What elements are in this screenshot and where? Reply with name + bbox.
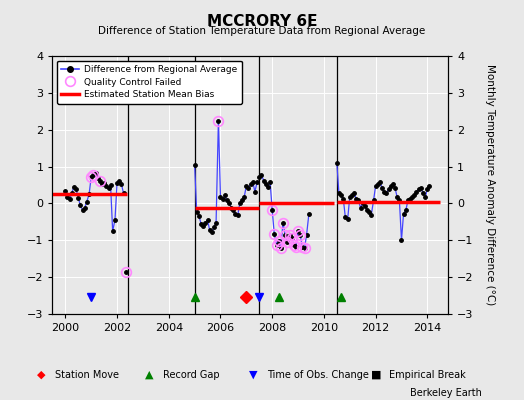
Text: MCCRORY 6E: MCCRORY 6E: [207, 14, 317, 29]
Text: Empirical Break: Empirical Break: [389, 370, 465, 380]
Text: Berkeley Earth: Berkeley Earth: [410, 388, 482, 398]
Text: ◆: ◆: [37, 370, 46, 380]
Text: Difference of Station Temperature Data from Regional Average: Difference of Station Temperature Data f…: [99, 26, 425, 36]
Text: Station Move: Station Move: [55, 370, 119, 380]
Text: Time of Obs. Change: Time of Obs. Change: [267, 370, 369, 380]
Text: Record Gap: Record Gap: [163, 370, 220, 380]
Legend: Difference from Regional Average, Quality Control Failed, Estimated Station Mean: Difference from Regional Average, Qualit…: [57, 60, 242, 104]
Text: ▲: ▲: [145, 370, 154, 380]
Text: ■: ■: [370, 370, 381, 380]
Text: ▼: ▼: [249, 370, 257, 380]
Y-axis label: Monthly Temperature Anomaly Difference (°C): Monthly Temperature Anomaly Difference (…: [485, 64, 495, 306]
